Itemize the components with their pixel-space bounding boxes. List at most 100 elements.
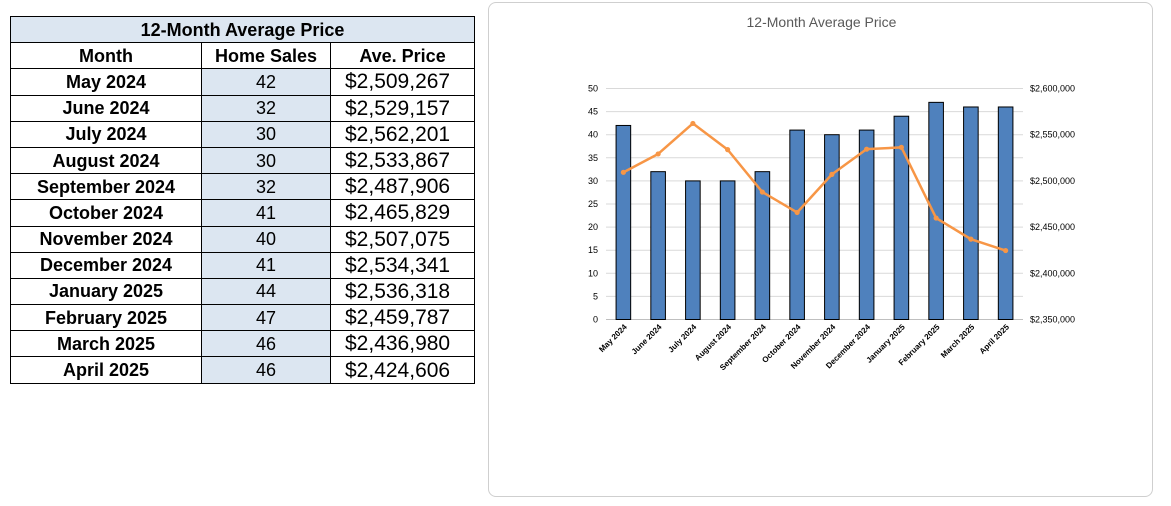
y-right-tick-label: $2,450,000 [1030, 222, 1075, 232]
ave-price-cell: $2,507,075 [329, 225, 476, 253]
month-cell: October 2024 [10, 199, 202, 227]
y-right-tick-label: $2,500,000 [1030, 176, 1075, 186]
y-left-tick-label: 0 [593, 315, 598, 325]
bar [719, 180, 736, 320]
price-point [898, 144, 904, 150]
ave-price-cell: $2,534,341 [329, 251, 476, 279]
month-cell: September 2024 [10, 173, 202, 201]
ave-price-cell: $2,529,157 [329, 94, 476, 122]
chart-panel: 12-Month Average Price 0 5 10 15 20 25 30 35 40 45… [488, 2, 1153, 497]
home-sales-cell: 41 [201, 199, 331, 227]
price-point [1003, 247, 1009, 254]
table-body: May 2024 42 $2,509,267 June 2024 32 $2,529,15… [10, 68, 476, 384]
header-home-sales: Home Sales [201, 42, 331, 70]
home-sales-cell: 30 [201, 120, 331, 148]
y-right-tick-label: $2,550,000 [1030, 130, 1075, 140]
bar [963, 106, 979, 321]
bar [893, 115, 910, 320]
month-cell: January 2025 [10, 277, 202, 306]
x-category-label: May 2024 [597, 322, 629, 354]
header-month: Month [10, 42, 202, 70]
y-right-tick-label: $2,400,000 [1030, 268, 1075, 278]
table-row: January 2025 44 $2,536,318 [10, 277, 476, 306]
bar [824, 134, 840, 320]
table-row: June 2024 32 $2,529,157 [10, 94, 476, 122]
ave-price-cell: $2,436,980 [329, 330, 476, 358]
home-sales-cell: 46 [201, 356, 331, 384]
month-cell: February 2025 [10, 304, 202, 332]
month-cell: May 2024 [10, 68, 202, 96]
y-left-tick-label: 5 [593, 291, 598, 301]
table-row: May 2024 42 $2,509,267 [10, 68, 476, 96]
y-left-tick-label: 15 [588, 245, 598, 255]
month-cell: December 2024 [10, 251, 202, 279]
ave-price-cell: $2,562,201 [329, 120, 476, 148]
x-category-label: April 2025 [978, 322, 1012, 356]
home-sales-cell: 47 [201, 304, 331, 332]
table-row: February 2025 47 $2,459,787 [10, 304, 476, 332]
y-right-tick-label: $2,600,000 [1030, 84, 1075, 94]
ave-price-cell: $2,509,267 [329, 68, 476, 96]
ave-price-cell: $2,459,787 [329, 304, 476, 332]
chart-title: 12-Month Average Price [747, 14, 897, 30]
price-point [968, 236, 974, 242]
price-point [829, 171, 835, 177]
table-row: October 2024 41 $2,465,829 [10, 199, 476, 227]
bar [650, 171, 666, 320]
price-line [622, 122, 1007, 252]
y-left-tick-label: 25 [588, 199, 598, 209]
price-point [690, 120, 696, 127]
y-left-tick-label: 10 [588, 268, 598, 278]
month-cell: July 2024 [10, 120, 202, 148]
month-cell: August 2024 [10, 146, 202, 175]
table-title: 12-Month Average Price [9, 15, 476, 44]
table-row: September 2024 32 $2,487,906 [10, 173, 476, 201]
month-cell: April 2025 [10, 356, 202, 384]
header-ave-price: Ave. Price [329, 42, 476, 70]
price-point [933, 215, 939, 221]
y-left-tick-label: 45 [588, 107, 598, 117]
ave-price-cell: $2,487,906 [329, 173, 476, 201]
table-row: April 2025 46 $2,424,606 [10, 356, 476, 384]
y-left-tick-label: 30 [588, 176, 598, 186]
price-point [759, 189, 765, 195]
ave-price-cell: $2,465,829 [329, 199, 476, 227]
home-sales-cell: 42 [201, 68, 331, 96]
combo-chart: 12-Month Average Price 0 5 10 15 20 25 30 35 40 45… [588, 14, 1075, 372]
table-row: March 2025 46 $2,436,980 [10, 330, 476, 358]
month-cell: November 2024 [10, 225, 202, 253]
x-category-label: June 2024 [630, 322, 664, 356]
bar [685, 180, 701, 320]
y-left-tick-label: 35 [588, 153, 598, 163]
y-right-tick-label: $2,350,000 [1030, 315, 1075, 325]
home-sales-cell: 32 [201, 173, 331, 201]
price-point [725, 147, 731, 153]
bar [858, 129, 875, 320]
x-category-label: July 2024 [666, 322, 698, 354]
home-sales-cell: 41 [201, 251, 331, 279]
home-sales-cell: 40 [201, 225, 331, 253]
bar [789, 129, 805, 320]
home-sales-cell: 46 [201, 330, 331, 358]
y-left-tick-label: 20 [588, 222, 598, 232]
price-point [620, 169, 626, 175]
table-row: August 2024 30 $2,533,867 [10, 146, 476, 175]
table-row: November 2024 40 $2,507,075 [10, 225, 476, 253]
bar [997, 106, 1014, 321]
month-cell: June 2024 [10, 94, 202, 122]
table-row: July 2024 30 $2,562,201 [10, 120, 476, 148]
bar [615, 124, 632, 320]
price-point [864, 146, 870, 152]
home-sales-cell: 44 [201, 277, 331, 306]
ave-price-cell: $2,424,606 [329, 356, 476, 384]
price-point [794, 209, 800, 216]
y-left-tick-label: 50 [588, 84, 598, 94]
home-sales-cell: 30 [201, 146, 331, 175]
bar [754, 171, 771, 320]
y-left-tick-label: 40 [588, 130, 598, 140]
ave-price-cell: $2,533,867 [329, 146, 476, 175]
table-row: December 2024 41 $2,534,341 [10, 251, 476, 279]
ave-price-cell: $2,536,318 [329, 277, 476, 306]
bar [928, 101, 944, 320]
month-cell: March 2025 [10, 330, 202, 358]
